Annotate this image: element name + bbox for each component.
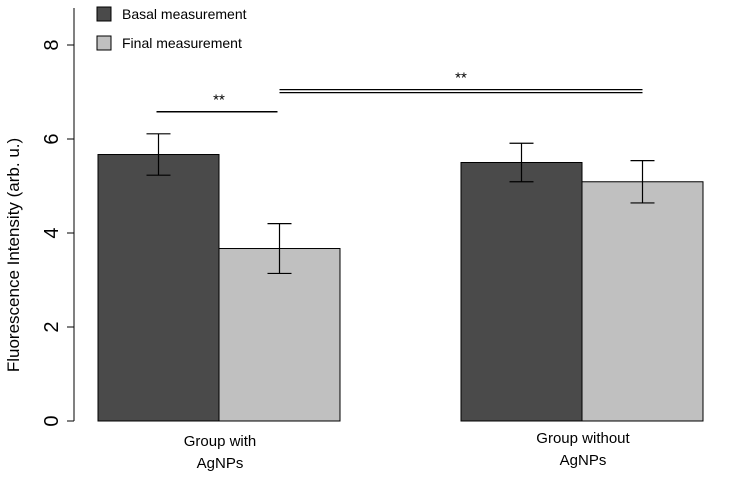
legend: Basal measurement Final measurement [96,6,247,51]
bar-basal [460,162,583,422]
bar-final [218,248,341,422]
legend-label-final: Final measurement [122,35,242,51]
category-labels: Group with AgNPs Group without AgNPs [184,430,631,472]
y-tick-label: 4 [41,227,63,238]
significance-label: ** [213,92,225,109]
category-label-line1: Group with [184,433,257,450]
category-label-line1: Group without [536,430,630,447]
y-tick-label: 0 [41,415,63,426]
bar-basal [97,154,220,422]
legend-swatch-final [96,35,112,51]
legend-label-basal: Basal measurement [122,6,247,22]
bars [97,154,704,422]
bar-final [581,181,704,422]
y-tick-label: 6 [41,133,63,144]
significance-brackets: ** ** [156,70,643,113]
category-label-line2: AgNPs [197,455,244,472]
category-label-line2: AgNPs [560,452,607,469]
error-bars [146,133,655,275]
y-tick-label: 2 [41,321,63,332]
y-axis-label: Fluorescence Intensity (arb. u.) [4,138,23,372]
legend-swatch-basal [96,6,112,22]
y-tick-label: 8 [41,39,63,50]
significance-label: ** [455,70,467,87]
y-ticks: 0 2 4 6 8 [41,39,74,427]
